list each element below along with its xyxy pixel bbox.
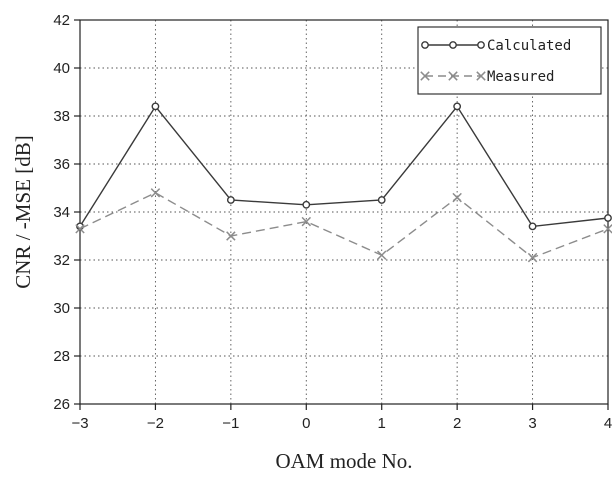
marker-stroke	[150, 188, 161, 198]
y-tick-label: 28	[53, 348, 70, 365]
data-point-calculated	[604, 214, 612, 222]
y-tick-label: 30	[53, 300, 70, 317]
data-point-measured	[603, 224, 612, 234]
marker-stroke	[301, 216, 312, 227]
x-tick-label: 3	[528, 415, 536, 432]
x-tick-label: −3	[71, 415, 88, 432]
marker-stroke	[603, 224, 612, 234]
y-tick-label: 26	[53, 396, 70, 413]
marker-stroke	[476, 71, 486, 81]
x-tick-label: 1	[378, 415, 386, 432]
marker-stroke	[420, 71, 430, 81]
series-line-calculated	[79, 105, 609, 228]
legend: Calculated Measured	[417, 26, 602, 95]
marker-stroke	[75, 224, 85, 234]
legend-label-measured: Measured	[487, 69, 554, 85]
x-tick-label: 0	[302, 415, 310, 432]
marker-stroke	[452, 192, 462, 203]
data-point-calculated	[453, 102, 462, 111]
data-point-calculated	[302, 200, 311, 209]
series-layer	[75, 102, 612, 263]
legend-marker-calculated	[477, 41, 485, 49]
marker-stroke	[527, 252, 538, 263]
data-point-measured	[452, 192, 462, 203]
data-point-measured	[150, 188, 161, 198]
y-axis-title: CNR / -MSE [dB]	[11, 135, 35, 288]
y-tick-label: 40	[53, 60, 70, 77]
x-tick-label: 4	[604, 415, 612, 432]
x-axis-title: OAM mode No.	[275, 449, 412, 473]
x-tick-label: 2	[453, 415, 461, 432]
legend-box	[417, 26, 602, 95]
legend-marker-measured	[420, 71, 430, 81]
x-tick-label: −1	[222, 415, 239, 432]
marker-stroke	[448, 71, 458, 81]
data-point-measured	[527, 252, 538, 263]
y-tick-label: 34	[53, 204, 70, 221]
data-point-calculated	[528, 222, 537, 231]
legend-marker-measured	[448, 71, 458, 81]
data-point-calculated	[377, 196, 386, 204]
series-calculated	[76, 102, 612, 231]
legend-marker-calculated	[421, 41, 429, 49]
legend-label-calculated: Calculated	[487, 38, 571, 54]
legend-marker-measured	[476, 71, 486, 81]
data-point-calculated	[151, 102, 160, 111]
series-line-measured	[79, 192, 609, 259]
marker-stroke	[226, 231, 236, 241]
y-tick-label: 32	[53, 252, 70, 269]
y-tick-label: 36	[53, 156, 70, 173]
data-point-measured	[226, 231, 236, 241]
y-tick-label: 42	[53, 12, 70, 29]
legend-marker-calculated	[449, 41, 457, 49]
data-point-measured	[301, 216, 312, 227]
data-point-measured	[75, 224, 85, 234]
x-tick-label: −2	[147, 415, 164, 432]
y-tick-label: 38	[53, 108, 70, 125]
data-point-calculated	[226, 196, 235, 204]
data-point-measured	[376, 250, 387, 260]
marker-stroke	[376, 250, 387, 260]
series-measured	[75, 188, 612, 263]
